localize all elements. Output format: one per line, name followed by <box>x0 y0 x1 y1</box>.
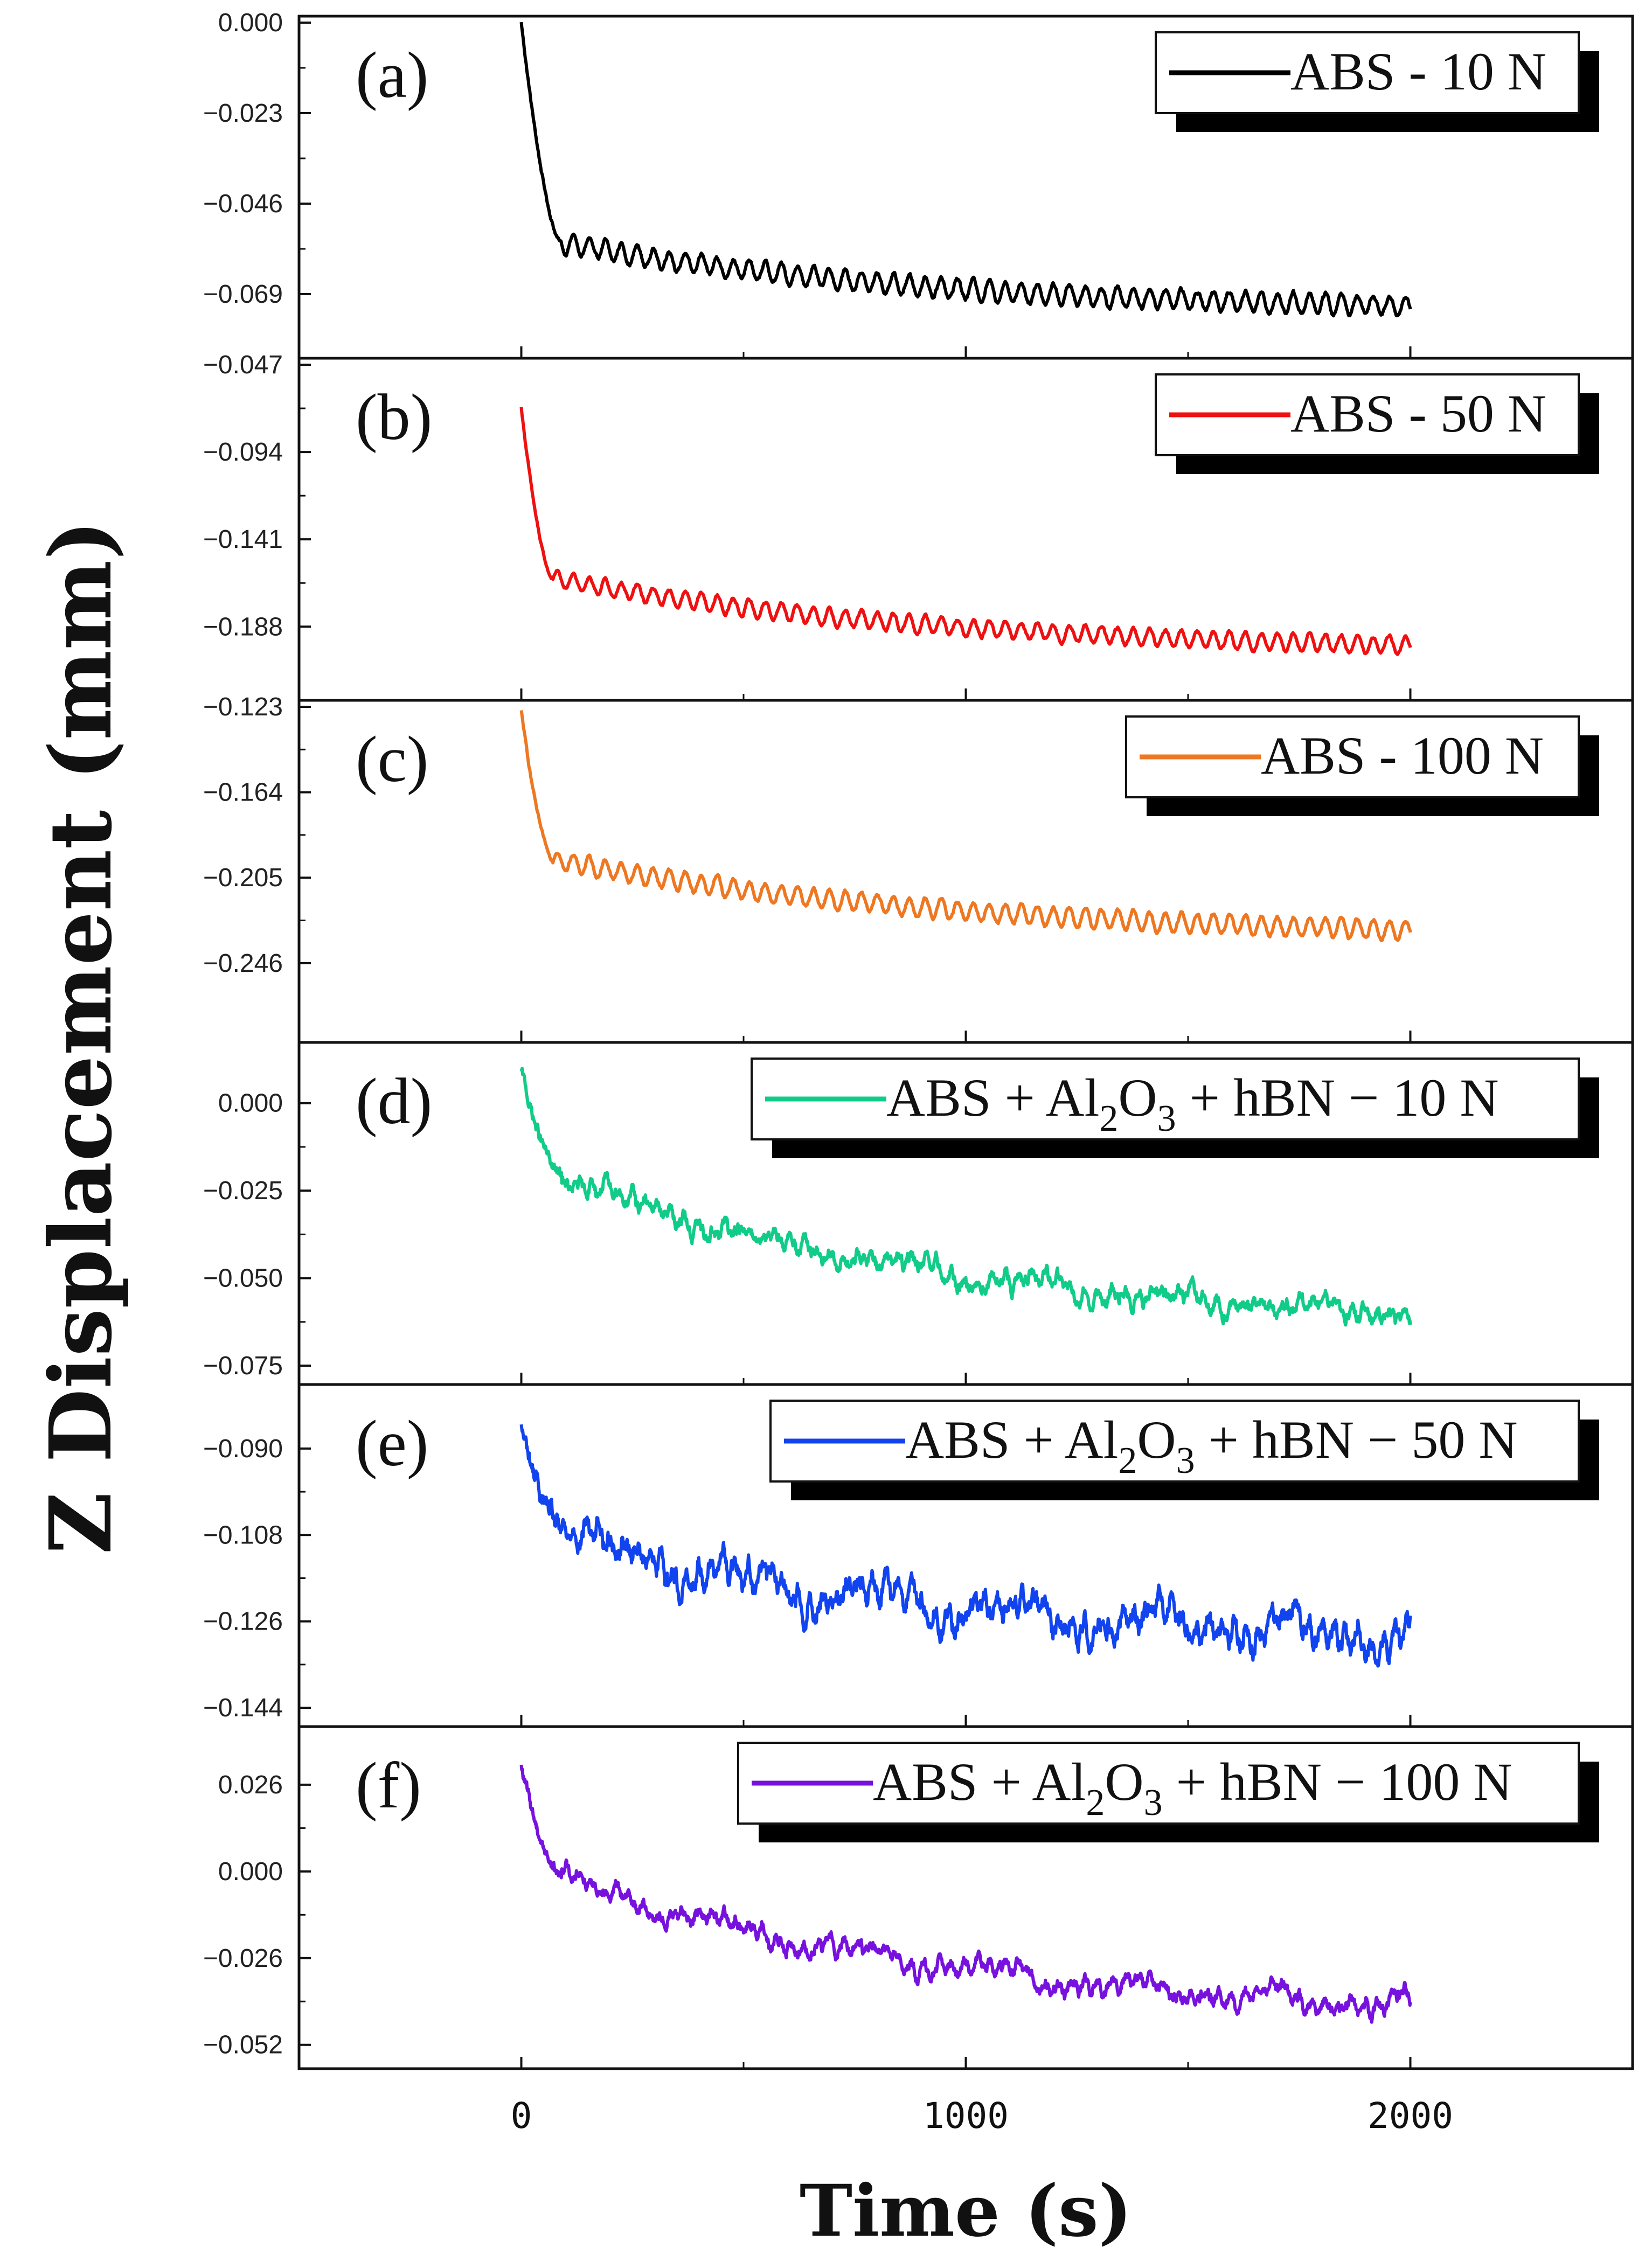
x-tick-label: 1000 <box>923 2095 1009 2137</box>
y-tick-label: −0.090 <box>203 1435 283 1463</box>
y-tick-label: −0.126 <box>203 1608 283 1636</box>
y-tick-label: 0.000 <box>218 9 283 37</box>
panel-label: (e) <box>356 1407 428 1480</box>
y-tick-label: −0.047 <box>203 351 283 379</box>
panel-b: −0.047 −0.094 −0.141 −0.188 (b) ABS - 50 N <box>203 351 1634 702</box>
y-tick-label: −0.094 <box>203 438 283 467</box>
series-line <box>519 710 1412 942</box>
panel-f: 0.026 0.000 −0.026 −0.052 (f) ABS + Al2O3 + h… <box>203 1725 1634 2070</box>
y-tick-label: −0.108 <box>203 1521 283 1549</box>
legend-box <box>751 1058 1580 1140</box>
x-axis-title: Time (s) <box>800 2169 1132 2253</box>
panel-a: 0.000 −0.023 −0.046 −0.069 (a) ABS - 10 N <box>203 9 1634 360</box>
y-tick-label: −0.188 <box>203 613 283 641</box>
y-tick-label: −0.069 <box>203 280 283 309</box>
y-tick-label: −0.026 <box>203 1944 283 1973</box>
y-tick-label: 0.000 <box>218 1857 283 1886</box>
legend-label: ABS + Al2O3 + hBN − 50 N <box>905 1410 1518 1481</box>
y-tick-label: −0.164 <box>203 778 283 807</box>
panel-label: (d) <box>356 1065 432 1138</box>
panel-label: (f) <box>356 1749 421 1822</box>
y-tick-label: −0.205 <box>203 864 283 892</box>
y-tick-label: −0.046 <box>203 190 283 218</box>
y-tick-label: −0.144 <box>203 1694 283 1722</box>
y-tick-label: −0.075 <box>203 1352 283 1380</box>
panel-d: 0.000 −0.025 −0.050 −0.075 (d) ABS + Al2O3 + … <box>203 1041 1634 1386</box>
y-tick-label: −0.023 <box>203 99 283 128</box>
legend-label: ABS - 100 N <box>1261 726 1544 785</box>
panel-c: −0.123 −0.164 −0.205 −0.246 (c) ABS - 100 N <box>203 693 1634 1044</box>
panel-e: −0.090 −0.108 −0.126 −0.144 (e) ABS + Al2O3 +… <box>203 1383 1634 1728</box>
y-tick-label: −0.052 <box>203 2031 283 2060</box>
y-axis-title: Z Displacement (mm) <box>31 520 131 1554</box>
x-tick-label: 2000 <box>1368 2095 1453 2137</box>
y-tick-label: 0.000 <box>218 1089 283 1118</box>
y-tick-label: −0.050 <box>203 1264 283 1293</box>
legend-label: ABS - 50 N <box>1290 384 1546 443</box>
legend-label: ABS - 10 N <box>1290 41 1546 101</box>
y-tick-label: 0.026 <box>218 1771 283 1799</box>
y-tick-label: −0.141 <box>203 525 283 554</box>
legend-label: ABS + Al2O3 + hBN − 10 N <box>886 1068 1499 1139</box>
y-tick-label: −0.123 <box>203 693 283 721</box>
panel-label: (a) <box>356 39 428 112</box>
series-line <box>519 1067 1412 1327</box>
series-line <box>519 1424 1412 1668</box>
series-line <box>519 407 1412 656</box>
series-line <box>519 1764 1412 2024</box>
y-tick-label: −0.025 <box>203 1177 283 1205</box>
y-tick-label: −0.246 <box>203 949 283 978</box>
legend-label: ABS + Al2O3 + hBN − 100 N <box>873 1752 1512 1824</box>
x-tick-label: 0 <box>511 2095 532 2137</box>
legend-box <box>737 1742 1580 1825</box>
panel-label: (b) <box>356 381 432 454</box>
panel-label: (c) <box>356 723 428 796</box>
series-line <box>519 22 1412 318</box>
